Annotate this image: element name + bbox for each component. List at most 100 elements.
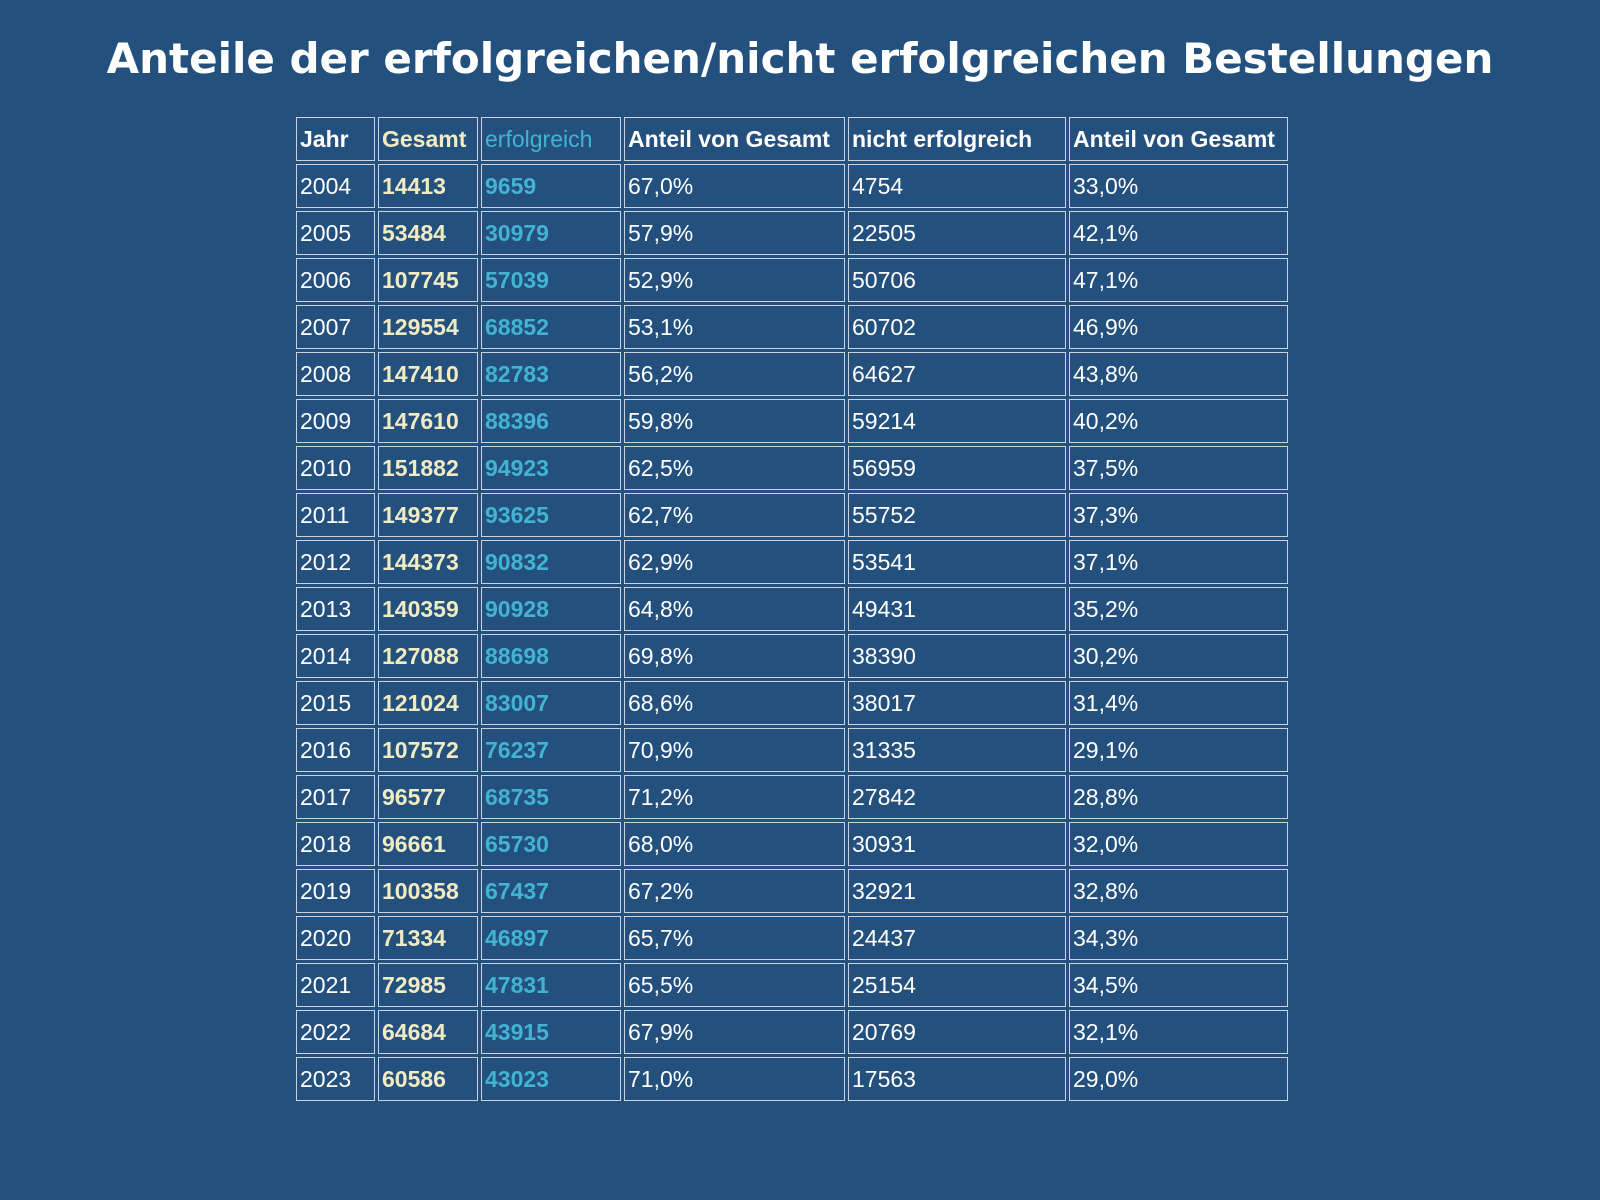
cell-gesamt: 129554 bbox=[378, 305, 478, 349]
cell-anteil-nicht-erfolgreich: 46,9% bbox=[1069, 305, 1288, 349]
cell-erfolgreich: 88396 bbox=[481, 399, 621, 443]
cell-gesamt: 151882 bbox=[378, 446, 478, 490]
cell-anteil-erfolgreich: 64,8% bbox=[624, 587, 845, 631]
cell-jahr: 2016 bbox=[296, 728, 375, 772]
cell-gesamt: 72985 bbox=[378, 963, 478, 1007]
table-row: 2018 96661 65730 68,0% 30931 32,0% bbox=[296, 822, 1288, 866]
table-row: 2012 144373 90832 62,9% 53541 37,1% bbox=[296, 540, 1288, 584]
cell-anteil-nicht-erfolgreich: 31,4% bbox=[1069, 681, 1288, 725]
table-row: 2023 60586 43023 71,0% 17563 29,0% bbox=[296, 1057, 1288, 1101]
cell-anteil-nicht-erfolgreich: 28,8% bbox=[1069, 775, 1288, 819]
cell-anteil-erfolgreich: 53,1% bbox=[624, 305, 845, 349]
cell-jahr: 2010 bbox=[296, 446, 375, 490]
cell-gesamt: 100358 bbox=[378, 869, 478, 913]
cell-erfolgreich: 93625 bbox=[481, 493, 621, 537]
cell-erfolgreich: 83007 bbox=[481, 681, 621, 725]
table-row: 2019 100358 67437 67,2% 32921 32,8% bbox=[296, 869, 1288, 913]
table-row: 2022 64684 43915 67,9% 20769 32,1% bbox=[296, 1010, 1288, 1054]
cell-jahr: 2021 bbox=[296, 963, 375, 1007]
cell-jahr: 2017 bbox=[296, 775, 375, 819]
cell-nicht-erfolgreich: 60702 bbox=[848, 305, 1066, 349]
cell-nicht-erfolgreich: 49431 bbox=[848, 587, 1066, 631]
cell-anteil-nicht-erfolgreich: 32,0% bbox=[1069, 822, 1288, 866]
cell-gesamt: 140359 bbox=[378, 587, 478, 631]
cell-gesamt: 107745 bbox=[378, 258, 478, 302]
cell-anteil-nicht-erfolgreich: 30,2% bbox=[1069, 634, 1288, 678]
cell-nicht-erfolgreich: 4754 bbox=[848, 164, 1066, 208]
cell-gesamt: 107572 bbox=[378, 728, 478, 772]
cell-nicht-erfolgreich: 22505 bbox=[848, 211, 1066, 255]
table-row: 2007 129554 68852 53,1% 60702 46,9% bbox=[296, 305, 1288, 349]
header-gesamt: Gesamt bbox=[378, 117, 478, 161]
cell-jahr: 2019 bbox=[296, 869, 375, 913]
cell-anteil-nicht-erfolgreich: 33,0% bbox=[1069, 164, 1288, 208]
cell-jahr: 2008 bbox=[296, 352, 375, 396]
table-row: 2009 147610 88396 59,8% 59214 40,2% bbox=[296, 399, 1288, 443]
cell-nicht-erfolgreich: 24437 bbox=[848, 916, 1066, 960]
cell-anteil-nicht-erfolgreich: 35,2% bbox=[1069, 587, 1288, 631]
cell-anteil-erfolgreich: 68,6% bbox=[624, 681, 845, 725]
header-anteil-nicht-erfolgreich: Anteil von Gesamt bbox=[1069, 117, 1288, 161]
table-row: 2005 53484 30979 57,9% 22505 42,1% bbox=[296, 211, 1288, 255]
cell-anteil-nicht-erfolgreich: 34,3% bbox=[1069, 916, 1288, 960]
cell-erfolgreich: 90928 bbox=[481, 587, 621, 631]
cell-anteil-nicht-erfolgreich: 32,1% bbox=[1069, 1010, 1288, 1054]
table-row: 2010 151882 94923 62,5% 56959 37,5% bbox=[296, 446, 1288, 490]
table-row: 2008 147410 82783 56,2% 64627 43,8% bbox=[296, 352, 1288, 396]
cell-nicht-erfolgreich: 27842 bbox=[848, 775, 1066, 819]
cell-anteil-nicht-erfolgreich: 42,1% bbox=[1069, 211, 1288, 255]
page-title: Anteile der erfolgreichen/nicht erfolgre… bbox=[106, 34, 1494, 83]
header-row: Jahr Gesamt erfolgreich Anteil von Gesam… bbox=[296, 117, 1288, 161]
cell-erfolgreich: 46897 bbox=[481, 916, 621, 960]
cell-gesamt: 147610 bbox=[378, 399, 478, 443]
cell-anteil-erfolgreich: 62,5% bbox=[624, 446, 845, 490]
cell-erfolgreich: 67437 bbox=[481, 869, 621, 913]
cell-nicht-erfolgreich: 53541 bbox=[848, 540, 1066, 584]
cell-gesamt: 121024 bbox=[378, 681, 478, 725]
cell-erfolgreich: 43023 bbox=[481, 1057, 621, 1101]
table-row: 2020 71334 46897 65,7% 24437 34,3% bbox=[296, 916, 1288, 960]
cell-anteil-erfolgreich: 65,5% bbox=[624, 963, 845, 1007]
cell-anteil-erfolgreich: 62,7% bbox=[624, 493, 845, 537]
cell-anteil-erfolgreich: 67,0% bbox=[624, 164, 845, 208]
cell-erfolgreich: 9659 bbox=[481, 164, 621, 208]
cell-gesamt: 149377 bbox=[378, 493, 478, 537]
cell-anteil-erfolgreich: 67,2% bbox=[624, 869, 845, 913]
cell-anteil-nicht-erfolgreich: 47,1% bbox=[1069, 258, 1288, 302]
cell-anteil-nicht-erfolgreich: 40,2% bbox=[1069, 399, 1288, 443]
cell-nicht-erfolgreich: 32921 bbox=[848, 869, 1066, 913]
cell-anteil-erfolgreich: 71,0% bbox=[624, 1057, 845, 1101]
cell-nicht-erfolgreich: 31335 bbox=[848, 728, 1066, 772]
cell-nicht-erfolgreich: 30931 bbox=[848, 822, 1066, 866]
table-body: 2004 14413 9659 67,0% 4754 33,0% 2005 53484 3097… bbox=[296, 164, 1288, 1101]
cell-gesamt: 14413 bbox=[378, 164, 478, 208]
cell-anteil-erfolgreich: 62,9% bbox=[624, 540, 845, 584]
header-nicht-erfolgreich: nicht erfolgreich bbox=[848, 117, 1066, 161]
cell-anteil-nicht-erfolgreich: 29,1% bbox=[1069, 728, 1288, 772]
cell-nicht-erfolgreich: 56959 bbox=[848, 446, 1066, 490]
cell-erfolgreich: 82783 bbox=[481, 352, 621, 396]
cell-jahr: 2015 bbox=[296, 681, 375, 725]
header-jahr: Jahr bbox=[296, 117, 375, 161]
cell-gesamt: 144373 bbox=[378, 540, 478, 584]
cell-jahr: 2020 bbox=[296, 916, 375, 960]
cell-jahr: 2007 bbox=[296, 305, 375, 349]
table-row: 2011 149377 93625 62,7% 55752 37,3% bbox=[296, 493, 1288, 537]
cell-anteil-erfolgreich: 56,2% bbox=[624, 352, 845, 396]
table-row: 2006 107745 57039 52,9% 50706 47,1% bbox=[296, 258, 1288, 302]
cell-anteil-erfolgreich: 70,9% bbox=[624, 728, 845, 772]
cell-jahr: 2023 bbox=[296, 1057, 375, 1101]
cell-anteil-erfolgreich: 52,9% bbox=[624, 258, 845, 302]
cell-anteil-erfolgreich: 65,7% bbox=[624, 916, 845, 960]
cell-nicht-erfolgreich: 55752 bbox=[848, 493, 1066, 537]
cell-anteil-erfolgreich: 69,8% bbox=[624, 634, 845, 678]
table-row: 2013 140359 90928 64,8% 49431 35,2% bbox=[296, 587, 1288, 631]
cell-jahr: 2013 bbox=[296, 587, 375, 631]
cell-anteil-nicht-erfolgreich: 34,5% bbox=[1069, 963, 1288, 1007]
cell-erfolgreich: 90832 bbox=[481, 540, 621, 584]
cell-gesamt: 64684 bbox=[378, 1010, 478, 1054]
cell-jahr: 2014 bbox=[296, 634, 375, 678]
cell-gesamt: 53484 bbox=[378, 211, 478, 255]
table-header: Jahr Gesamt erfolgreich Anteil von Gesam… bbox=[296, 117, 1288, 161]
cell-gesamt: 71334 bbox=[378, 916, 478, 960]
